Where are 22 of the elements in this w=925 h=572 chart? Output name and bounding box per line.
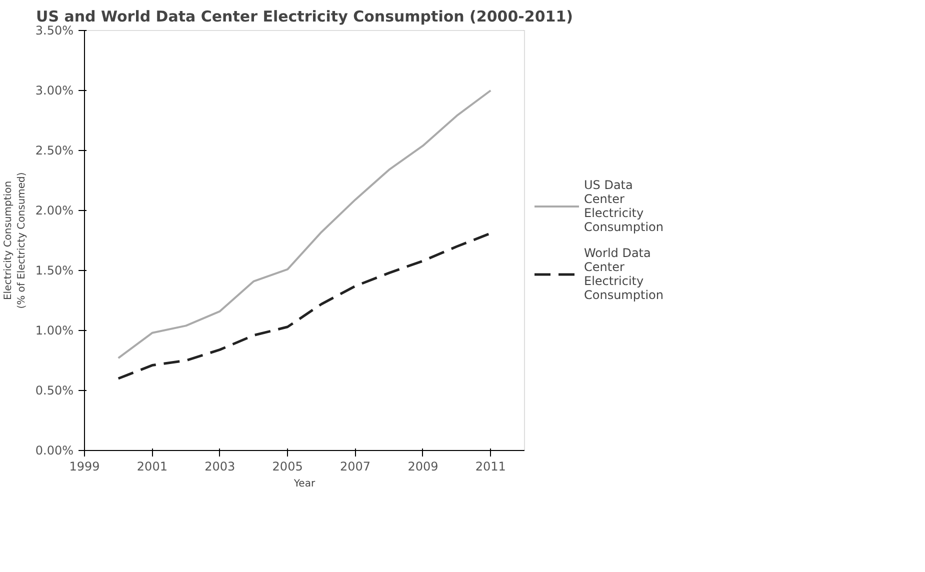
line-series (117, 90, 492, 360)
x-tick-label: 2003 (204, 460, 236, 474)
x-tick-label: 2005 (272, 460, 303, 474)
line-series (117, 232, 492, 380)
x-tick-label: 2009 (408, 460, 438, 474)
x-tick-label: 2011 (475, 460, 506, 474)
x-tick-label: 2007 (340, 460, 371, 474)
y-tick-label: 2.50% (35, 144, 74, 158)
legend-label: World Data Center Electricity Consumption (584, 246, 664, 302)
y-tick-label: 2.00% (35, 204, 74, 218)
x-axis-title: Year (292, 478, 316, 490)
y-tick-label: 3.00% (35, 84, 74, 98)
x-tick-label: 2001 (136, 460, 168, 474)
chart-title: US and World Data Center Electricity Consumption (2000-2011) (36, 8, 573, 26)
y-axis-title: Electricity Consumption (% of Electricty Consumed) (3, 172, 28, 309)
legend-label: US Data Center Electricity Consumption (584, 178, 664, 234)
y-tick-label: 1.50% (35, 264, 74, 278)
y-tick-label: 0.50% (35, 384, 74, 398)
y-tick-label: 1.00% (35, 324, 74, 338)
x-tick-label: 1999 (69, 460, 100, 474)
y-tick-label: 0.00% (35, 444, 74, 458)
y-tick-label: 3.50% (35, 24, 74, 38)
